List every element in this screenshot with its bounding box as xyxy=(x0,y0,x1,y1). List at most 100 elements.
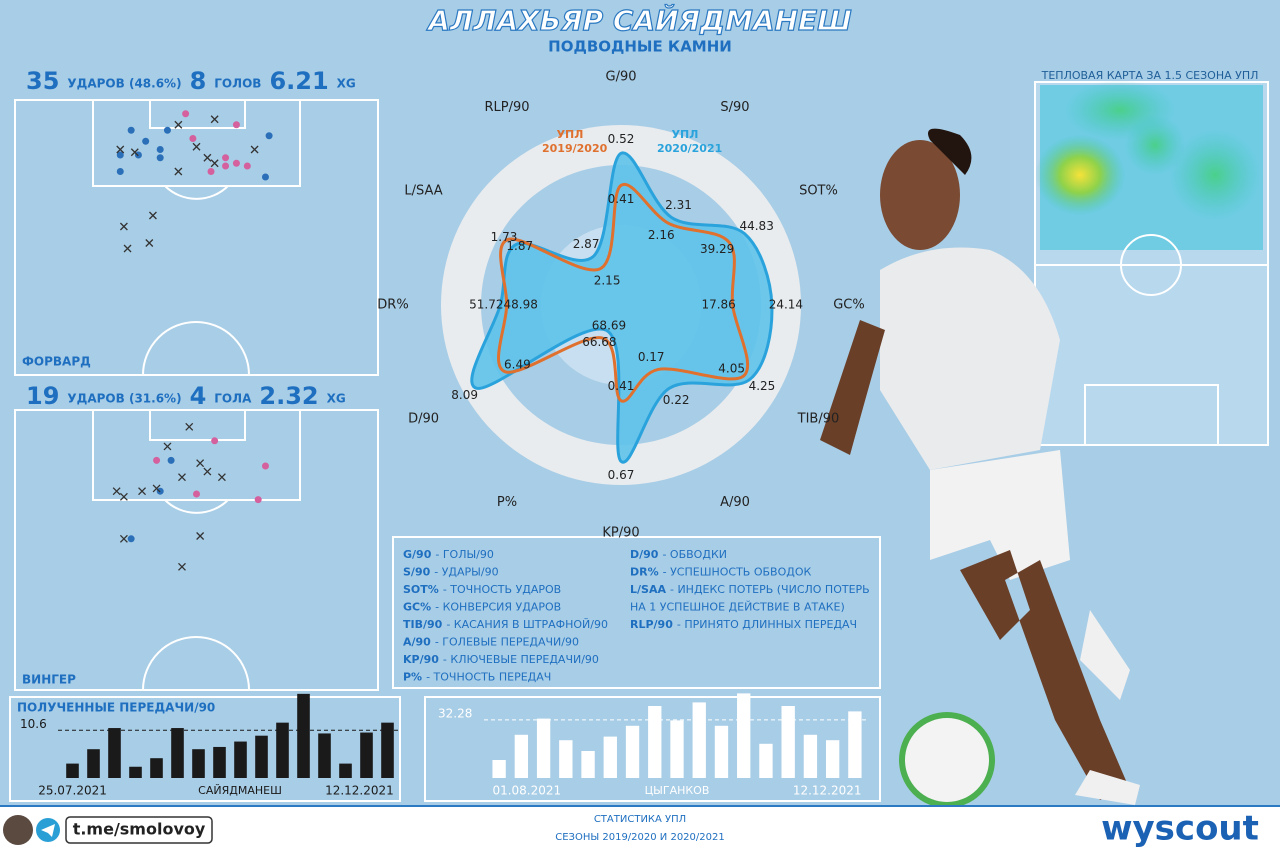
bar xyxy=(514,734,529,778)
avatar xyxy=(3,815,33,845)
bar-title: ПОЛУЧЕННЫЕ ПЕРЕДАЧИ/90 xyxy=(17,701,215,715)
heat-spot xyxy=(1035,135,1125,215)
bar xyxy=(603,736,617,778)
shot-miss xyxy=(148,211,157,220)
shot-miss xyxy=(250,145,259,154)
x-axis-label: САЙЯДМАНЕШ xyxy=(198,784,282,797)
stat-goals-label: ГОЛОВ xyxy=(214,77,261,91)
bar xyxy=(66,763,79,778)
penalty-arc xyxy=(164,499,229,514)
shot xyxy=(193,490,200,498)
shot xyxy=(142,137,150,145)
radar-axis-label: P% xyxy=(497,495,517,510)
shot xyxy=(127,535,135,543)
glossary-desc: НА 1 УСПЕШНОЕ ДЕЙСТВИЕ В АТАКЕ) xyxy=(630,601,845,614)
radar-value-label: 2.16 xyxy=(648,228,675,242)
shot xyxy=(116,151,124,159)
bar xyxy=(108,728,121,778)
heatmap: ТЕПЛОВАЯ КАРТА ЗА 1.5 СЕЗОНА УПЛ xyxy=(1034,69,1269,446)
radar-axis-label: G/90 xyxy=(606,70,637,85)
glossary-desc: - УСПЕШНОСТЬ ОБВОДОК xyxy=(663,566,812,579)
shot xyxy=(261,462,269,470)
player-shirt xyxy=(880,247,1060,470)
bar xyxy=(318,733,331,778)
bar xyxy=(129,766,142,778)
glossary-desc: - КОНВЕРСИЯ УДАРОВ xyxy=(435,601,561,614)
glossary-abbr: A/90 xyxy=(403,636,431,649)
glossary-abbr: L/SAA xyxy=(630,583,666,596)
radar-value-label: 8.09 xyxy=(451,388,478,402)
shot-miss xyxy=(119,222,128,231)
glossary-abbr: SOT% xyxy=(403,583,439,596)
glossary-abbr: GC% xyxy=(403,601,431,614)
glossary-desc: - ОБВОДКИ xyxy=(662,548,727,561)
heat-spot xyxy=(1125,115,1185,175)
stat-shots-label: УДАРОВ (48.6%) xyxy=(67,77,181,91)
stat-xg-label: XG xyxy=(337,77,356,91)
reference-label: 10.6 xyxy=(20,717,47,731)
shot-miss xyxy=(178,473,186,482)
bar xyxy=(825,740,840,778)
player-hair xyxy=(928,128,972,175)
radar-axis-label: GC% xyxy=(833,298,865,313)
bar xyxy=(648,706,662,778)
radar-value-label: 2.87 xyxy=(573,237,600,251)
shot xyxy=(211,437,219,445)
shot xyxy=(232,159,240,167)
radar-value-label: 39.29 xyxy=(700,242,734,256)
radar-axis-label: KP/90 xyxy=(602,526,639,541)
shot-miss xyxy=(112,487,121,496)
bar xyxy=(848,711,862,778)
radar-axis-label: S/90 xyxy=(720,100,749,115)
six-yard-box xyxy=(149,409,246,441)
shot xyxy=(182,110,190,118)
radar-axis-label: TIB/90 xyxy=(797,412,840,427)
glossary-desc: - ПРИНЯТО ДЛИННЫХ ПЕРЕДАЧ xyxy=(677,618,857,631)
center-circle xyxy=(142,636,250,691)
radar-axis-label: RLP/90 xyxy=(484,100,529,115)
footer-band xyxy=(0,806,1280,853)
radar-value-label: 4.05 xyxy=(718,361,745,375)
glossary-desc: - ТОЧНОСТЬ ПЕРЕДАЧ xyxy=(426,671,551,684)
channel-box[interactable] xyxy=(65,816,213,844)
stat-shots: 19 xyxy=(26,382,59,410)
bar xyxy=(536,718,551,778)
center-circle xyxy=(142,321,250,376)
radar-axis-label: DR% xyxy=(377,298,408,313)
forward-pitch xyxy=(14,99,379,376)
shot-miss xyxy=(217,473,226,482)
shot-miss xyxy=(174,120,183,129)
bar xyxy=(360,732,373,778)
shot-miss xyxy=(145,239,154,247)
stat-xg: 6.21 xyxy=(269,67,328,95)
penalty-box xyxy=(92,99,301,187)
bar xyxy=(737,693,751,778)
radar-value-label: 1.87 xyxy=(506,239,533,253)
stat-xg: 2.32 xyxy=(259,382,318,410)
pitch-outline xyxy=(14,409,379,691)
bar xyxy=(670,720,684,778)
channel-link[interactable]: t.me/smolovoy xyxy=(73,820,206,839)
radar-value-label: 0.67 xyxy=(608,468,635,482)
stat-xg-label: XG xyxy=(327,392,346,406)
glossary-desc: - ИНДЕКС ПОТЕРЬ (ЧИСЛО ПОТЕРЬ xyxy=(670,583,870,596)
heat-spot xyxy=(1170,130,1260,220)
radar-area xyxy=(497,182,750,403)
player-image xyxy=(820,128,1140,808)
bar-panel xyxy=(9,696,401,802)
glossary-abbr: KP/90 xyxy=(403,653,439,666)
shot xyxy=(189,135,197,142)
shot xyxy=(156,146,164,153)
reference-label: 32.28 xyxy=(438,706,472,720)
shot-miss xyxy=(203,467,212,476)
shot xyxy=(222,162,230,170)
shot-miss xyxy=(174,167,183,176)
stat-shots: 35 xyxy=(26,67,59,95)
radar-value-label: 0.41 xyxy=(608,192,635,206)
player-boots xyxy=(1075,610,1140,805)
shot-miss xyxy=(210,115,219,124)
bar xyxy=(255,735,268,778)
radar-value-label: 24.14 xyxy=(769,298,803,312)
source-title: СТАТИСТИКА УПЛ xyxy=(594,814,686,825)
radar-value-label: 2.31 xyxy=(665,198,692,212)
